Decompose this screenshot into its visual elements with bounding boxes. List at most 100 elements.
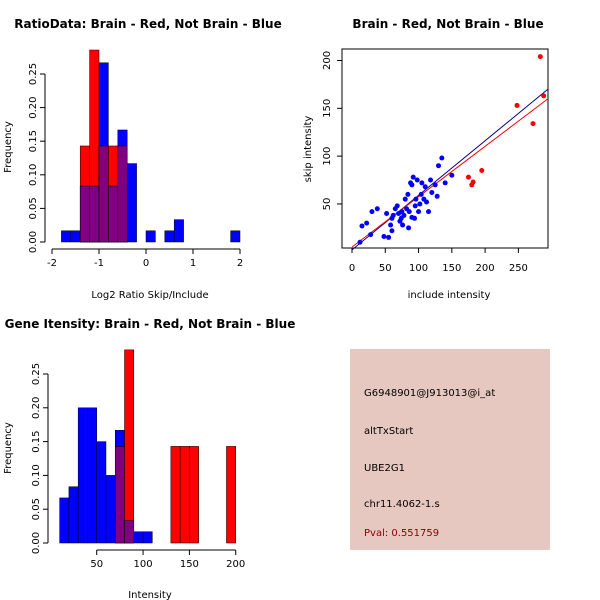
ratio-bar-blue-8 <box>145 230 156 243</box>
ratio-bar-overlap-1 <box>89 185 100 243</box>
info-panel-background <box>350 349 550 550</box>
ratio-bars <box>61 49 241 243</box>
scatter-axes: 0 50 100 150 200 250 50 100 150 200 <box>322 51 528 274</box>
scatter-point-1-43 <box>439 155 445 161</box>
scatter-point-1-5 <box>374 206 380 212</box>
scatter-point-1-37 <box>426 209 432 215</box>
ratio-bar-overlap-2 <box>98 145 109 243</box>
ratio-histogram: RatioData: Brain - Red, Not Brain - Blue… <box>3 17 282 301</box>
gene-bar-overlap-0 <box>114 446 125 544</box>
scatter-point-1-42 <box>436 163 442 169</box>
scatter-point-0-3 <box>530 121 536 127</box>
scatter-point-1-4 <box>369 209 375 215</box>
ratio-y-tick-label-4: 0.20 <box>28 96 39 118</box>
scatter-point-1-33 <box>419 180 425 186</box>
ratio-bar-overlap-4 <box>117 145 128 243</box>
scatter-point-1-49 <box>389 228 395 234</box>
probe-id: G6948901@J913013@i_at <box>364 388 495 399</box>
gene-bar-red-3 <box>179 446 190 544</box>
scatter-point-1-29 <box>414 177 420 183</box>
ratio-title: RatioData: Brain - Red, Not Brain - Blue <box>14 17 281 31</box>
gene-bars <box>59 349 236 544</box>
gene-name: UBE2G1 <box>364 463 405 474</box>
ratio-bar-blue-9 <box>164 230 175 243</box>
ratio-xlabel: Log2 Ratio Skip/Include <box>91 290 208 301</box>
scatter-point-1-16 <box>399 209 405 215</box>
scatter-y-tick-label-2: 150 <box>322 99 333 118</box>
scatter-point-1-48 <box>384 211 390 217</box>
scatter-point-1-31 <box>417 201 423 207</box>
scatter-y-tick-label-3: 200 <box>322 51 333 70</box>
gene-y-tick-label-3: 0.15 <box>31 430 42 452</box>
scatter-point-1-0 <box>357 239 363 245</box>
scatter-point-1-41 <box>434 193 440 199</box>
p-value: Pval: 0.551759 <box>364 528 439 539</box>
scatter-title: Brain - Red, Not Brain - Blue <box>352 17 543 31</box>
ratio-bar-blue-10 <box>173 219 184 243</box>
scatter-fit-line-1 <box>351 98 549 248</box>
ratio-axes: -2 -1 0 1 2 0.00 0.05 0.10 0.15 0.20 0.25 <box>28 63 243 269</box>
scatter-y-tick-label-0: 50 <box>322 198 333 211</box>
scatter-point-1-39 <box>429 189 435 195</box>
gene-bar-red-1 <box>124 349 135 544</box>
ratio-x-tick-label-3: 1 <box>190 258 196 269</box>
ratio-bar-overlap-3 <box>108 185 119 243</box>
gene-xlabel: Intensity <box>128 590 172 600</box>
scatter-point-0-5 <box>465 174 471 180</box>
scatter-x-tick-label-0: 0 <box>349 263 355 274</box>
scatter-point-1-44 <box>442 180 448 186</box>
ratio-x-tick-label-4: 2 <box>237 258 243 269</box>
ratio-y-tick-label-0: 0.00 <box>28 231 39 253</box>
ratio-y-tick-label-3: 0.15 <box>28 130 39 152</box>
gene-bar-red-2 <box>170 446 181 544</box>
ratio-bar-blue-7 <box>126 163 137 243</box>
scatter-point-1-17 <box>400 222 406 228</box>
scatter-point-1-19 <box>402 196 408 202</box>
scatter-point-1-1 <box>359 223 365 229</box>
ratio-y-tick-label-1: 0.05 <box>28 197 39 219</box>
scatter-point-1-21 <box>405 191 411 197</box>
genomic-location: chr11.4062-1.s <box>364 499 440 510</box>
ratio-ylabel: Frequency <box>3 121 14 173</box>
scatter-point-0-7 <box>470 179 476 185</box>
gene-y-tick-label-1: 0.05 <box>31 498 42 520</box>
scatter-point-0-0 <box>537 54 543 60</box>
scatter-point-1-35 <box>422 184 428 190</box>
scatter-points <box>357 54 547 245</box>
scatter-point-1-36 <box>424 199 430 205</box>
gene-bar-blue-0 <box>59 497 70 544</box>
scatter-x-tick-label-5: 250 <box>509 263 528 274</box>
ratio-y-tick-label-5: 0.25 <box>28 63 39 85</box>
scatter-point-1-45 <box>449 172 455 178</box>
gene-x-tick-label-1: 100 <box>134 559 153 570</box>
ratio-x-tick-label-2: 0 <box>143 258 149 269</box>
gene-y-tick-label-0: 0.00 <box>31 532 42 554</box>
gene-bar-blue-2 <box>77 407 88 544</box>
scatter-point-1-3 <box>368 232 374 238</box>
gene-bar-blue-9 <box>142 531 153 544</box>
scatter-y-tick-label-1: 100 <box>322 147 333 166</box>
gene-x-tick-label-3: 200 <box>226 559 245 570</box>
scatter-xlabel: include intensity <box>408 290 491 301</box>
gene-bar-blue-3 <box>87 407 97 544</box>
ratio-y-tick-label-2: 0.10 <box>28 164 39 186</box>
scatter-point-0-2 <box>541 93 547 99</box>
ratio-bar-blue-1 <box>70 230 81 243</box>
gene-x-tick-label-2: 150 <box>180 559 199 570</box>
gene-bar-blue-8 <box>133 531 144 544</box>
ratio-bar-blue-0 <box>61 230 72 243</box>
scatter-point-1-7 <box>386 234 392 240</box>
gene-y-tick-label-2: 0.10 <box>31 464 42 486</box>
scatter-point-1-25 <box>410 174 416 180</box>
ratio-bar-blue-11 <box>230 230 241 243</box>
scatter-point-1-46 <box>409 182 415 188</box>
gene-y-tick-label-4: 0.20 <box>31 397 42 419</box>
gene-ylabel: Frequency <box>3 422 14 474</box>
scatter-point-1-38 <box>428 177 434 183</box>
gene-bar-blue-5 <box>105 475 116 544</box>
scatter-point-1-22 <box>406 209 412 215</box>
scatter-x-tick-label-1: 50 <box>379 263 392 274</box>
scatter-point-1-12 <box>394 203 400 209</box>
scatter-point-1-10 <box>390 212 396 218</box>
gene-intensity-histogram: Gene Itensity: Brain - Red, Not Brain - … <box>3 317 295 600</box>
